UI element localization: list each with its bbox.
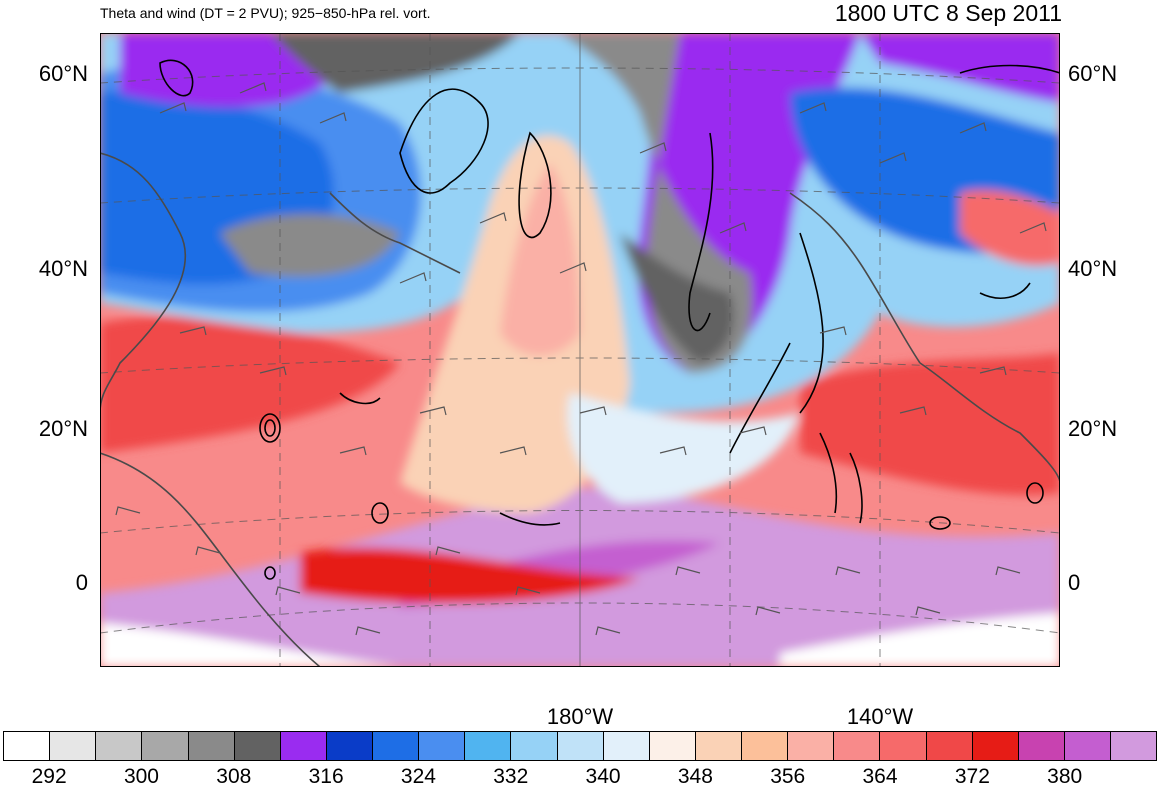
map-title: Theta and wind (DT = 2 PVU); 925−850-hPa… [100, 5, 431, 21]
colorbar-tick-label: 348 [677, 765, 713, 788]
colorbar-swatch [419, 732, 466, 760]
colorbar-swatch [373, 732, 420, 760]
lat-label-60n-left: 60°N [38, 61, 88, 86]
colorbar-swatch [1064, 732, 1111, 760]
colorbar-swatch [972, 732, 1019, 760]
vorticity-contours [159, 59, 1060, 580]
colorbar-swatch [1018, 732, 1065, 760]
theta-red-east [800, 353, 1060, 495]
lat-label-40n-right: 40°N [1068, 256, 1118, 281]
theta-white-south [100, 623, 400, 667]
theta-white-se [780, 613, 1060, 667]
colorbar-swatch [234, 732, 281, 760]
colorbar-tick-label: 292 [31, 765, 67, 788]
colorbar-tick-label: 364 [862, 765, 898, 788]
lat-label-eq-left: 0 [75, 570, 88, 595]
wind-barbs [115, 82, 1047, 636]
colorbar-swatch [557, 732, 604, 760]
lat-label-40n-left: 40°N [38, 256, 88, 281]
colorbar-swatch [603, 732, 650, 760]
theta-red-west [100, 316, 400, 453]
colorbar-tick-label: 300 [123, 765, 159, 788]
colorbar-swatch [511, 732, 558, 760]
lat-label-60n-right: 60°N [1068, 61, 1118, 86]
colorbar-swatch [4, 732, 51, 760]
colorbar-swatch [834, 732, 881, 760]
theta-warm-ridge-core [500, 163, 580, 356]
colorbar-swatch [649, 732, 696, 760]
colorbar-swatch [465, 732, 512, 760]
colorbar-swatch [926, 732, 973, 760]
colorbar-swatch [50, 732, 97, 760]
colorbar-swatch [326, 732, 373, 760]
theta-red-south [300, 547, 640, 604]
colorbar-swatch [880, 732, 927, 760]
lon-label-180w: 180°W [546, 704, 614, 729]
colorbar-tick-label: 324 [400, 765, 436, 788]
colorbar-tick-label: 316 [308, 765, 344, 788]
colorbar-swatch [188, 732, 235, 760]
colorbar-swatch [96, 732, 143, 760]
colorbar-swatch [742, 732, 789, 760]
theta-colorbar [3, 731, 1157, 761]
colorbar-swatch [788, 732, 835, 760]
lat-label-eq-right: 0 [1068, 570, 1081, 595]
theta-pink-east [960, 190, 1060, 266]
colorbar-tick-label: 340 [585, 765, 621, 788]
valid-time: 1800 UTC 8 Sep 2011 [834, 0, 1062, 26]
graticule [100, 33, 1060, 667]
colorbar-tick-label: 380 [1047, 765, 1083, 788]
colorbar-swatch [142, 732, 189, 760]
colorbar-swatch [695, 732, 742, 760]
colorbar-swatch [1111, 732, 1157, 760]
colorbar-tick-label: 372 [954, 765, 990, 788]
theta-gray-west-tongue [220, 214, 400, 277]
colorbar-tick-label: 308 [216, 765, 252, 788]
theta-gray-northwest [270, 33, 520, 93]
lat-label-20n-left: 20°N [38, 416, 88, 441]
colorbar-tick-label: 332 [493, 765, 529, 788]
colorbar-swatch [280, 732, 327, 760]
theta-purple-northeast [860, 33, 1060, 103]
theta-wind-map [100, 33, 1060, 667]
colorbar-tick-label: 356 [770, 765, 806, 788]
lon-label-140w: 140°W [846, 704, 914, 729]
lat-label-20n-right: 20°N [1068, 416, 1118, 441]
theta-trough-darkgray [620, 233, 734, 363]
